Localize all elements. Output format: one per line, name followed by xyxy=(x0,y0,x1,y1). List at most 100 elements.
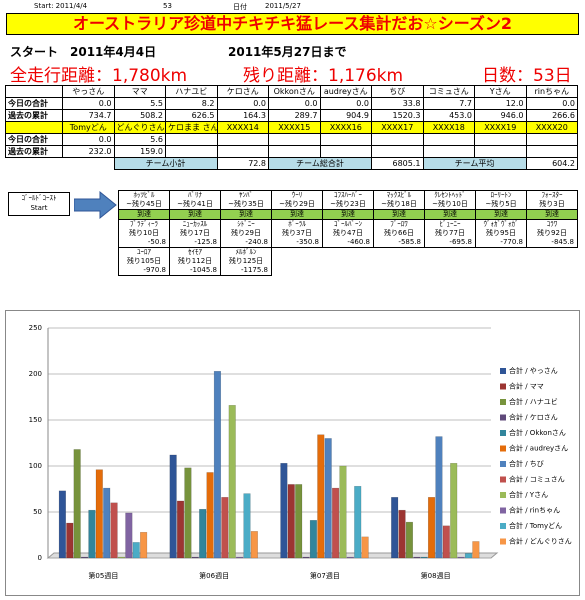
today-row: 今日の合計 0.0 5.6 xyxy=(5,133,578,146)
legend-label: 合計 / ちび xyxy=(509,459,544,468)
waypoint-name: ﾌﾞｰﾛﾜ xyxy=(390,220,408,229)
waypoint-days: ~残り41日 xyxy=(177,200,213,208)
footer-label: チーム小計 xyxy=(113,157,218,170)
bar xyxy=(405,521,413,559)
waypoint: ﾊﾞﾘﾅ ~残り41日 xyxy=(169,190,221,210)
bar xyxy=(236,556,244,559)
waypoint-status: 到達 xyxy=(526,209,578,220)
value-cell xyxy=(268,133,321,146)
waypoint-name: ﾌｫｰｽﾀｰ xyxy=(541,191,563,200)
legend-swatch xyxy=(500,383,506,390)
value-cell: 626.5 xyxy=(165,109,218,122)
waypoint-days: ~残り35日 xyxy=(228,200,264,208)
waypoint-days: 残り95日 xyxy=(486,229,516,237)
bar xyxy=(302,556,310,559)
waypoint-distance: -350.8 xyxy=(296,238,319,246)
value-cell xyxy=(165,145,218,158)
bar xyxy=(295,484,303,559)
waypoint: ﾎｯﾂﾋﾞﾙ ~残り45日 xyxy=(118,190,170,210)
bar xyxy=(184,467,192,559)
value-cell: 12.0 xyxy=(474,97,527,110)
waypoint-days: ~残り5日 xyxy=(485,200,517,208)
legend-swatch xyxy=(500,414,506,421)
upcoming-row: ﾕｰﾛｱ 残り105日 -970.8 ｾｲﾓｱ 残り112日 -1045.8 ﾒﾙﾎﾞﾙﾝ残… xyxy=(118,247,578,276)
value-cell: 508.2 xyxy=(113,109,166,122)
value-cell: 0.0 xyxy=(268,97,321,110)
start-place: ｺﾞｰﾙﾄﾞｺｰｽﾄ xyxy=(21,194,57,202)
waypoint-name: ﾎｯﾂﾋﾞﾙ xyxy=(133,191,155,200)
waypoint: ｺﾗﾜ 残り92日 -845.8 xyxy=(526,219,578,248)
waypoint-days: 残り17日 xyxy=(180,229,210,237)
legend-label: 合計 / やっさん xyxy=(509,366,558,375)
member-name: ケロまま さん xyxy=(165,121,218,134)
waypoint-name: ﾕｰﾛｱ xyxy=(137,248,151,257)
value-cell: 5.6 xyxy=(113,133,166,146)
route-table: ﾎｯﾂﾋﾞﾙ ~残り45日 ﾊﾞﾘﾅ ~残り41日 ﾔﾝﾊﾞ ~残り35日 ｳｰﾘ ~残り29… xyxy=(118,190,578,276)
member-name: どんぐりさん xyxy=(113,121,166,134)
value-cell: 33.8 xyxy=(371,97,424,110)
waypoint: ﾌﾞｰﾛﾜ 残り66日 -585.8 xyxy=(373,219,425,248)
value-cell xyxy=(165,133,218,146)
footer-value: 6805.1 xyxy=(371,157,424,170)
footer-label: チーム平均 xyxy=(422,157,527,170)
date-label: 日付 xyxy=(233,3,247,11)
bar xyxy=(73,449,81,559)
value-cell xyxy=(422,133,475,146)
bar xyxy=(391,497,399,559)
bar xyxy=(457,556,465,559)
waypoint-name: ﾔﾝﾊﾞ xyxy=(239,191,253,200)
legend-label: 合計 / Tomyどん xyxy=(509,521,562,530)
bar xyxy=(169,454,177,559)
value-cell xyxy=(474,133,527,146)
bar xyxy=(420,556,428,559)
waypoint-status: 到達 xyxy=(373,209,425,220)
value-cell: 7.7 xyxy=(422,97,475,110)
waypoint-distance: -1175.8 xyxy=(240,266,268,274)
value-cell xyxy=(216,145,269,158)
status-row: 到達 到達 到達 到達 到達 到達 到達 到達 到達 xyxy=(118,209,578,220)
bar xyxy=(346,556,354,559)
arrow xyxy=(74,190,117,220)
waypoint-name: ﾊﾞﾘﾅ xyxy=(188,191,202,200)
waypoint-name: ﾛｰﾘｰﾄﾝ xyxy=(490,191,512,200)
bar xyxy=(413,556,421,559)
member-name: XXXX16 xyxy=(319,121,372,134)
waypoint-days: ~残り29日 xyxy=(279,200,315,208)
member-name: rinちゃん xyxy=(525,85,578,98)
bar xyxy=(280,462,288,559)
waypoint-distance: -1045.8 xyxy=(189,266,217,274)
waypoint-status: 到達 xyxy=(118,209,170,220)
legend-swatch xyxy=(500,507,506,514)
y-tick-label: 200 xyxy=(29,370,42,378)
waypoint-days: 残り3日 xyxy=(539,200,565,208)
days-count: 日数：53日 xyxy=(482,66,572,86)
waypoint-status: 到達 xyxy=(322,209,374,220)
member-name: XXXX18 xyxy=(422,121,475,134)
waypoint-name: ﾎﾞｰﾗﾙ xyxy=(288,220,306,229)
row-label: 今日の合計 xyxy=(5,133,63,146)
remaining-distance: 残り距離：1,176km xyxy=(243,66,404,86)
bar xyxy=(88,509,96,559)
waypoint: ｾｲﾓｱ 残り112日 -1045.8 xyxy=(169,247,221,276)
total-distance: 全走行距離：1,780km xyxy=(10,66,188,86)
legend-label: 合計 / audreyさん xyxy=(509,444,568,453)
bar xyxy=(103,487,111,559)
waypoint-name: ｳﾞｫｶﾞｳﾞｫｶﾞ xyxy=(483,220,519,229)
name-row: Tomyどん どんぐりさん ケロまま さん XXXX14 XXXX15 XXXX16 XXX… xyxy=(5,121,578,134)
past-row: 過去の累計 734.7 508.2 626.5 164.3 289.7 904.9 1520.… xyxy=(5,109,578,122)
row-label: 今日の合計 xyxy=(5,97,63,110)
waypoint: ﾎﾞｰﾗﾙ 残り37日 -350.8 xyxy=(271,219,323,248)
value-cell xyxy=(216,133,269,146)
bar xyxy=(125,512,133,559)
waypoint-status: 到達 xyxy=(475,209,527,220)
member-name: XXXX17 xyxy=(371,121,424,134)
past-row: 過去の累計 232.0 159.0 xyxy=(5,145,578,158)
value-cell: 904.9 xyxy=(319,109,372,122)
legend-label: 合計 / ハナユビ xyxy=(509,397,558,406)
score-table: やっさん ママ ハナユビ ケロさん Okkonさん audreyさん ちび コミュさん Yさん r… xyxy=(5,85,578,170)
waypoint: ｳｰﾘ ~残り29日 xyxy=(271,190,323,210)
bar xyxy=(117,556,126,559)
legend-label: 合計 / どんぐりさん xyxy=(509,537,572,546)
start-date: スタート 2011年4月4日 xyxy=(10,45,157,59)
